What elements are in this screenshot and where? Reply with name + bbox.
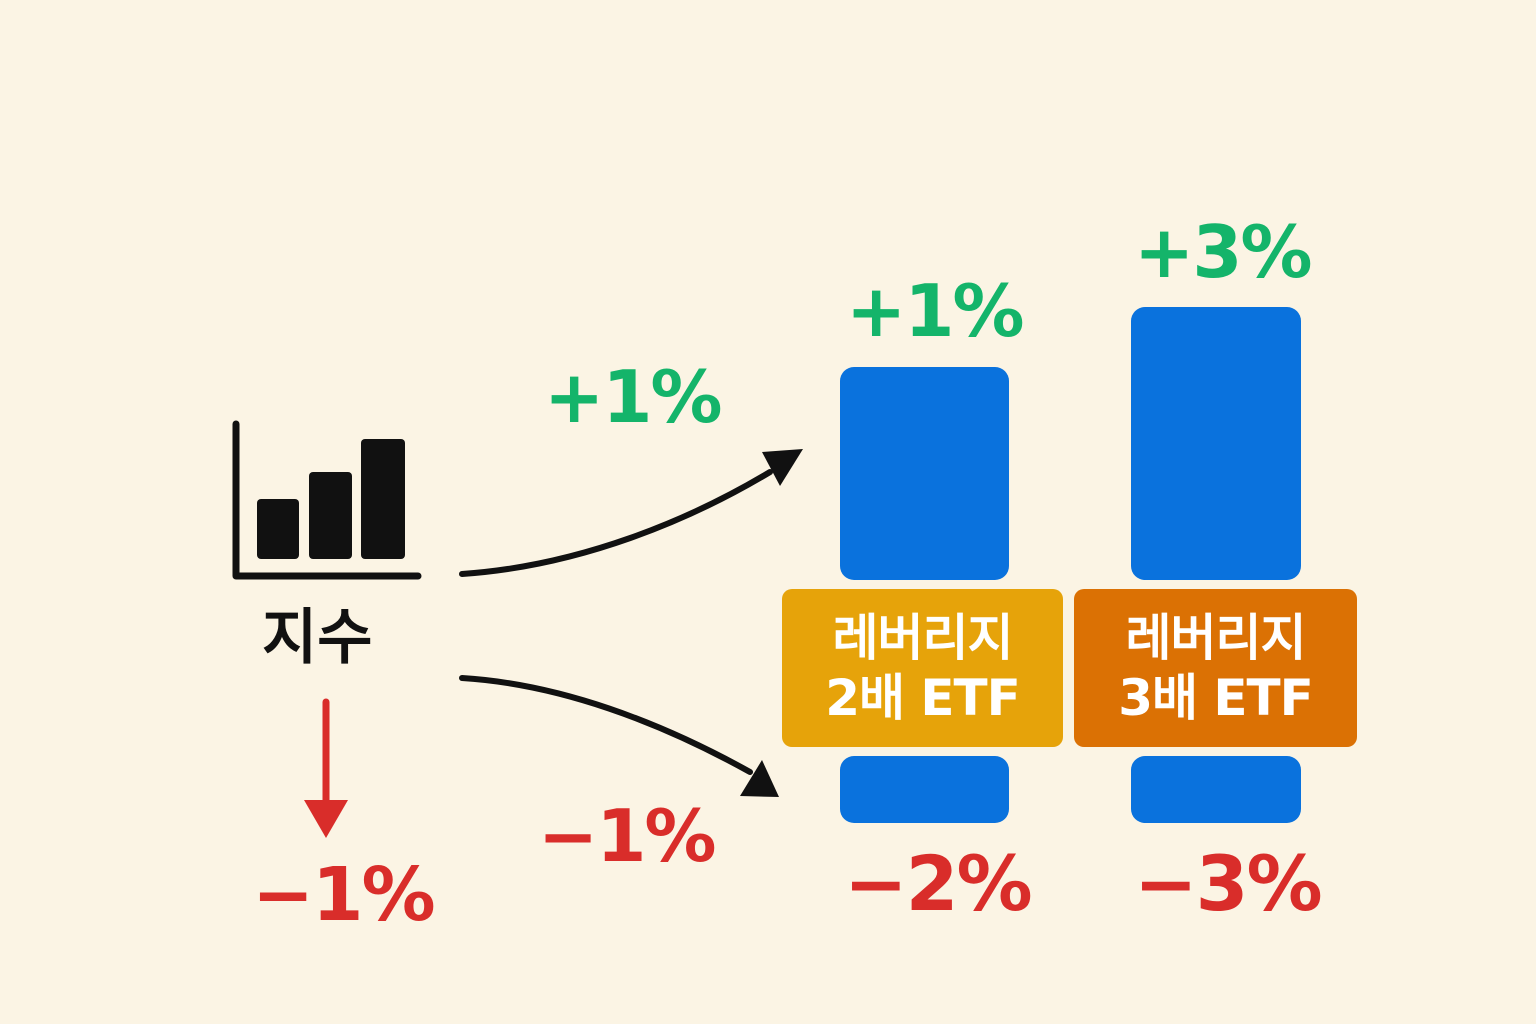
down-curve-arrow [459,675,753,775]
etf3x-bar-top [1131,307,1301,580]
up-curve-arrow [459,469,773,577]
etf3x-label-line2: 3배 ETF [1118,669,1314,727]
etf2x-down-change: −2% [844,839,1033,928]
arrow-down-change: −1% [538,794,717,878]
etf2x-label-line2: 2배 ETF [825,669,1021,727]
index-down-change: −1% [252,852,436,938]
etf3x-label-line1: 레버리지 [1125,609,1307,667]
bar-chart-icon [232,420,422,580]
index-label: 지수 [262,603,373,673]
etf2x-bar-bottom [840,756,1009,823]
etf3x-label-box: 레버리지 3배 ETF [1074,589,1357,747]
etf3x-up-change: +3% [1134,210,1313,294]
etf2x-label-box: 레버리지 2배 ETF [782,589,1063,747]
etf2x-up-change: +1% [846,269,1025,353]
etf2x-bar-top [840,367,1009,580]
arrow-up-change: +1% [544,355,723,439]
etf2x-label-line1: 레버리지 [832,609,1014,667]
up-arrowhead [762,449,803,486]
etf3x-bar-bottom [1131,756,1301,823]
down-arrowhead [740,760,779,797]
etf3x-down-change: −3% [1134,839,1323,928]
down-arrow-icon [304,698,348,838]
